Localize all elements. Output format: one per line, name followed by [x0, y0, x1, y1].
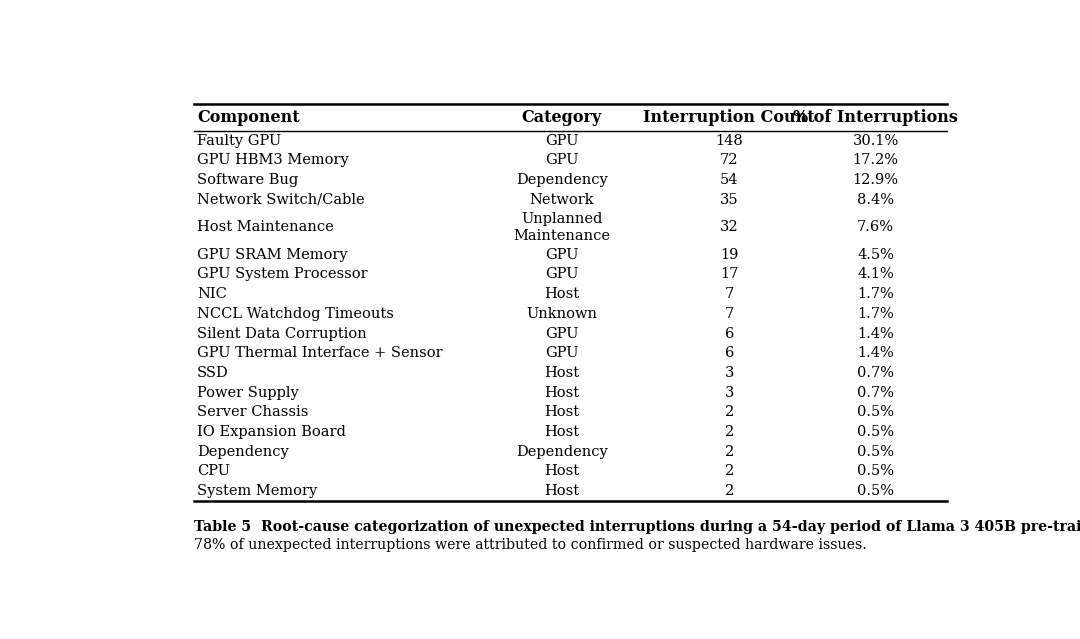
Text: Component: Component [197, 109, 299, 126]
Text: Unplanned
Maintenance: Unplanned Maintenance [513, 212, 610, 243]
Text: GPU System Processor: GPU System Processor [197, 268, 367, 281]
Text: 19: 19 [720, 248, 739, 262]
Text: 4.5%: 4.5% [858, 248, 894, 262]
Text: Host: Host [544, 465, 580, 478]
Text: 32: 32 [720, 220, 739, 235]
Text: 7: 7 [725, 307, 734, 321]
Text: 7.6%: 7.6% [858, 220, 894, 235]
Text: 148: 148 [715, 134, 743, 148]
Text: Table 5  Root-cause categorization of unexpected interruptions during a 54-day p: Table 5 Root-cause categorization of une… [193, 521, 1080, 534]
Text: GPU: GPU [545, 346, 579, 360]
Text: Host: Host [544, 287, 580, 301]
Text: Host: Host [544, 425, 580, 439]
Text: GPU: GPU [545, 134, 579, 148]
Text: 0.5%: 0.5% [858, 425, 894, 439]
Text: 54: 54 [720, 173, 739, 187]
Text: Software Bug: Software Bug [197, 173, 298, 187]
Text: Unknown: Unknown [526, 307, 597, 321]
Text: Host: Host [544, 366, 580, 380]
Text: 17.2%: 17.2% [853, 153, 899, 167]
Text: 30.1%: 30.1% [852, 134, 899, 148]
Text: 2: 2 [725, 405, 734, 419]
Text: 0.5%: 0.5% [858, 484, 894, 498]
Text: Dependency: Dependency [516, 173, 608, 187]
Text: 2: 2 [725, 484, 734, 498]
Text: 78% of unexpected interruptions were attributed to confirmed or suspected hardwa: 78% of unexpected interruptions were att… [193, 538, 866, 552]
Text: 17: 17 [720, 268, 739, 281]
Text: IO Expansion Board: IO Expansion Board [197, 425, 346, 439]
Text: 1.4%: 1.4% [858, 327, 894, 341]
Text: 0.5%: 0.5% [858, 405, 894, 419]
Text: Host: Host [544, 385, 580, 399]
Text: 7: 7 [725, 287, 734, 301]
Text: SSD: SSD [197, 366, 229, 380]
Text: Network: Network [529, 193, 594, 206]
Text: Category: Category [522, 109, 602, 126]
Text: GPU HBM3 Memory: GPU HBM3 Memory [197, 153, 349, 167]
Text: 2: 2 [725, 465, 734, 478]
Text: 1.4%: 1.4% [858, 346, 894, 360]
Text: 0.5%: 0.5% [858, 465, 894, 478]
Text: Network Switch/Cable: Network Switch/Cable [197, 193, 365, 206]
Text: GPU: GPU [545, 153, 579, 167]
Text: Faulty GPU: Faulty GPU [197, 134, 281, 148]
Text: 8.4%: 8.4% [858, 193, 894, 206]
Text: 3: 3 [725, 366, 734, 380]
Text: CPU: CPU [197, 465, 230, 478]
Text: Interruption Count: Interruption Count [644, 109, 815, 126]
Text: Dependency: Dependency [197, 445, 288, 459]
Text: GPU: GPU [545, 248, 579, 262]
Text: Dependency: Dependency [516, 445, 608, 459]
Text: 12.9%: 12.9% [853, 173, 899, 187]
Text: 6: 6 [725, 327, 734, 341]
Text: GPU Thermal Interface + Sensor: GPU Thermal Interface + Sensor [197, 346, 443, 360]
Text: GPU: GPU [545, 327, 579, 341]
Text: 2: 2 [725, 425, 734, 439]
Text: NIC: NIC [197, 287, 227, 301]
Text: 0.7%: 0.7% [858, 385, 894, 399]
Text: 0.7%: 0.7% [858, 366, 894, 380]
Text: % of Interruptions: % of Interruptions [794, 109, 958, 126]
Text: System Memory: System Memory [197, 484, 318, 498]
Text: Host: Host [544, 484, 580, 498]
Text: GPU: GPU [545, 268, 579, 281]
Text: 0.5%: 0.5% [858, 445, 894, 459]
Text: 1.7%: 1.7% [858, 307, 894, 321]
Text: Host: Host [544, 405, 580, 419]
Text: 3: 3 [725, 385, 734, 399]
Text: 72: 72 [720, 153, 739, 167]
Text: Silent Data Corruption: Silent Data Corruption [197, 327, 367, 341]
Text: 4.1%: 4.1% [858, 268, 894, 281]
Text: Host Maintenance: Host Maintenance [197, 220, 334, 235]
Text: NCCL Watchdog Timeouts: NCCL Watchdog Timeouts [197, 307, 394, 321]
Text: 1.7%: 1.7% [858, 287, 894, 301]
Text: 6: 6 [725, 346, 734, 360]
Text: 2: 2 [725, 445, 734, 459]
Text: 35: 35 [720, 193, 739, 206]
Text: GPU SRAM Memory: GPU SRAM Memory [197, 248, 348, 262]
Text: Server Chassis: Server Chassis [197, 405, 308, 419]
Text: Power Supply: Power Supply [197, 385, 299, 399]
